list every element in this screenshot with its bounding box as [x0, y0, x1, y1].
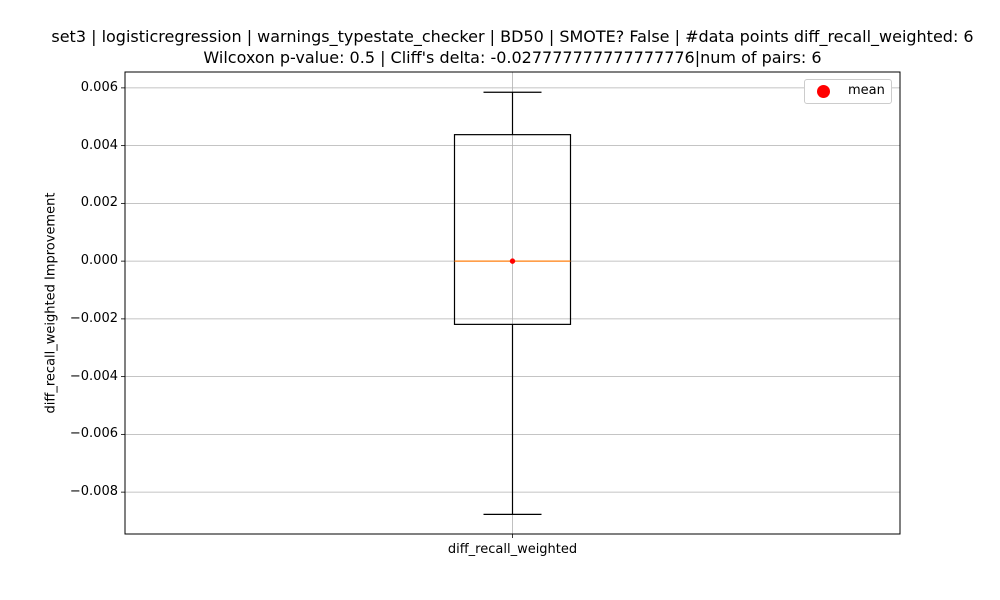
y-tick-label: 0.006 — [80, 79, 118, 95]
y-tick-label: 0.000 — [80, 253, 118, 269]
box — [453, 134, 572, 325]
y-tick-label: −0.008 — [69, 484, 118, 500]
y-tick-label: −0.002 — [69, 310, 118, 326]
legend: mean — [804, 79, 892, 104]
legend-label-mean: mean — [848, 83, 885, 98]
y-tick-label: −0.006 — [69, 426, 118, 442]
y-tick-label: 0.002 — [80, 195, 118, 211]
mean-marker — [509, 258, 516, 264]
legend-marker-mean — [817, 85, 830, 98]
plot-frame — [124, 71, 901, 535]
y-tick-label: 0.004 — [80, 137, 118, 153]
y-tick-label: −0.004 — [69, 368, 118, 384]
chart-subtitle: Wilcoxon p-value: 0.5 | Cliff's delta: -… — [203, 48, 822, 67]
chart-title: set3 | logisticregression | warnings_typ… — [51, 27, 974, 46]
x-tick-label: diff_recall_weighted — [447, 542, 578, 557]
